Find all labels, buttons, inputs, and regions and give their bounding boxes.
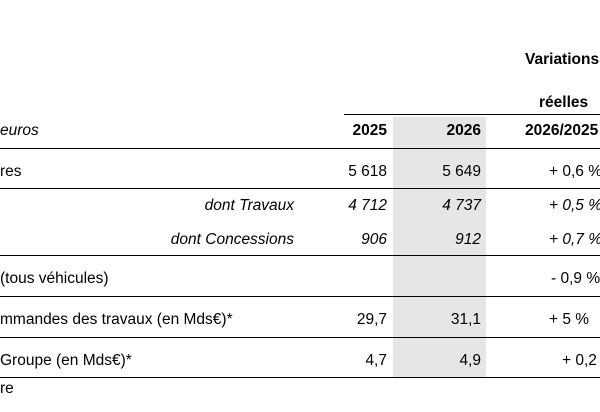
header-rule-top <box>344 114 600 115</box>
row-rule <box>0 337 600 338</box>
row-value-2025: 29,7 <box>356 311 387 328</box>
row-label: res <box>0 163 22 180</box>
header-reelles: réelles <box>539 94 589 111</box>
header-unit: euros <box>0 122 39 139</box>
header-variations: Variations <box>525 51 600 68</box>
row-label: mmandes des travaux (en Mds€)* <box>0 311 233 328</box>
row-value-2025: 5 618 <box>348 163 387 180</box>
row-change: - 0,9 % <box>551 270 600 287</box>
row-value-2025: 4 712 <box>348 197 387 214</box>
row-value-2026: 4 737 <box>442 197 481 214</box>
row-value-2026: 4,9 <box>459 352 481 369</box>
row-rule <box>0 188 600 189</box>
row-change: + 0,2 <box>562 352 597 369</box>
header-rule-bottom <box>0 148 600 149</box>
row-rule <box>0 377 600 378</box>
row-label-sub: dont Concessions <box>170 231 294 248</box>
header-col-2025: 2025 <box>352 122 387 139</box>
row-change: + 0,7 % <box>549 231 600 248</box>
row-label-sub: dont Travaux <box>204 197 294 214</box>
row-label: (tous véhicules) <box>0 270 109 287</box>
header-col-2026: 2026 <box>446 122 481 139</box>
row-change: + 5 % <box>549 311 590 328</box>
row-value-2026: 31,1 <box>450 311 481 328</box>
footnote: re <box>0 380 14 397</box>
row-rule <box>0 296 600 297</box>
row-change: + 0,6 % <box>549 163 600 180</box>
row-value-2026: 5 649 <box>442 163 481 180</box>
row-value-2025: 4,7 <box>365 352 387 369</box>
row-value-2026: 912 <box>455 231 481 248</box>
row-label: Groupe (en Mds€)* <box>0 352 132 369</box>
column-2026-shading <box>393 117 486 378</box>
row-rule <box>0 255 600 256</box>
row-change: + 0,5 % <box>549 197 600 214</box>
row-value-2025: 906 <box>361 231 387 248</box>
header-col-change: 2026/2025 <box>525 122 599 139</box>
